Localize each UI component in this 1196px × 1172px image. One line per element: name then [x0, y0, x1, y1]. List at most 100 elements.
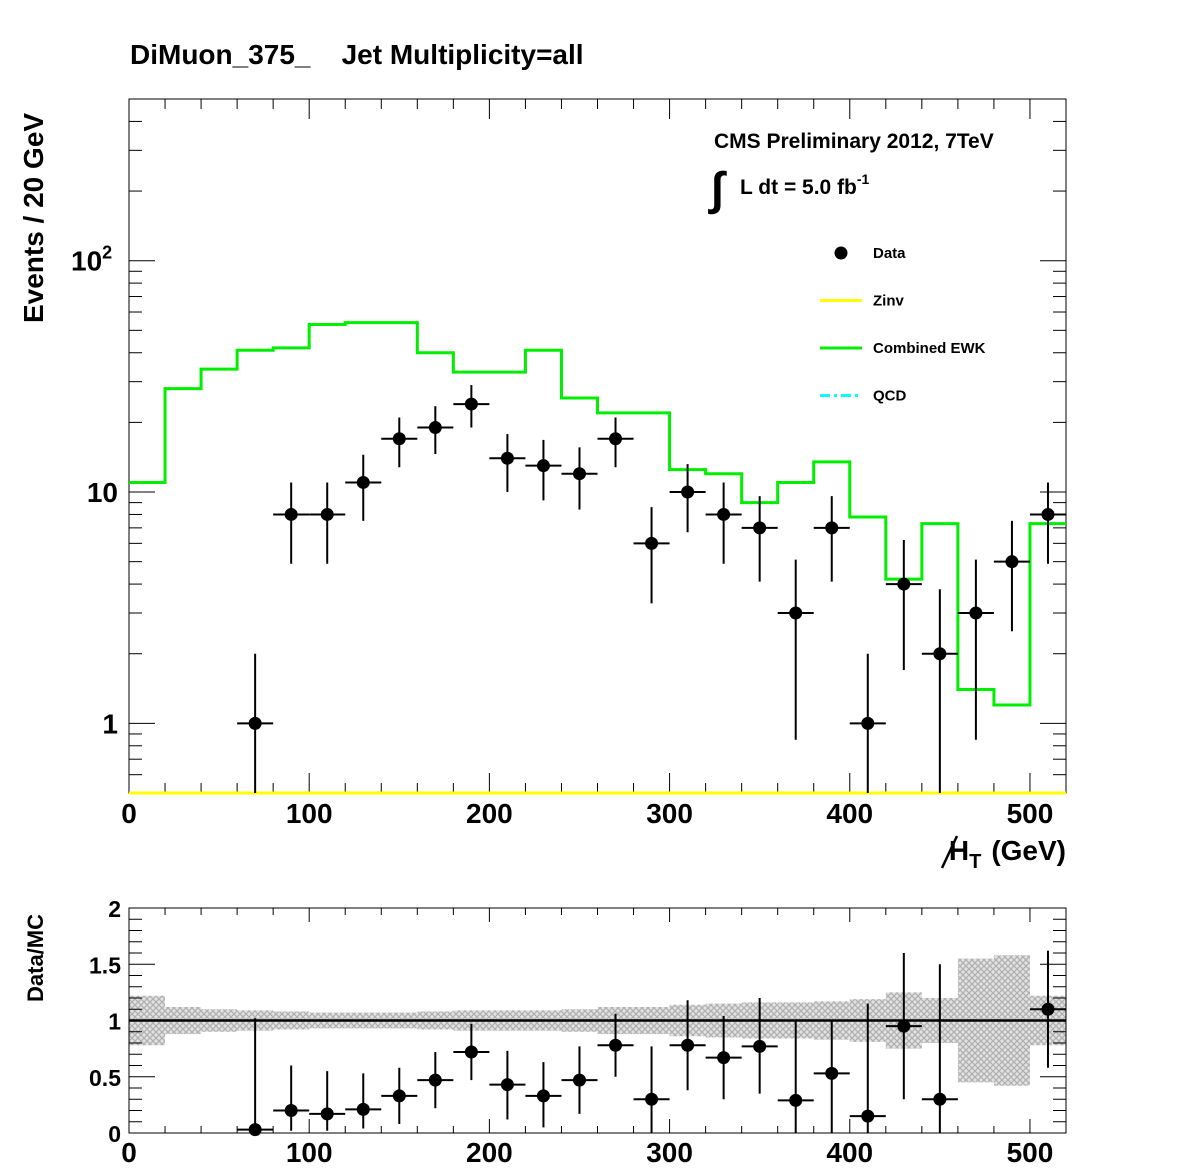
data-point — [381, 417, 418, 468]
data-point-marker — [789, 606, 803, 620]
ratio-point-marker — [609, 1038, 623, 1052]
data-point-marker — [933, 647, 947, 661]
ratio-point-marker — [1041, 1002, 1055, 1016]
data-point-marker — [284, 507, 298, 521]
ratio-points-layer — [237, 950, 1066, 1137]
legend-label: QCD — [873, 388, 907, 405]
ratio-y-tick-label: 0 — [108, 1121, 121, 1147]
ratio-axis-ticks — [128, 907, 1067, 1134]
data-point-marker — [861, 716, 875, 730]
ratio-y-tick-label: 2 — [108, 896, 121, 922]
x-axis-label-unit: (GeV) — [991, 835, 1066, 866]
ratio-point — [273, 1065, 310, 1131]
data-point-marker — [320, 507, 334, 521]
data-point-marker — [681, 485, 695, 499]
main-y-tick-label: 10 — [87, 477, 118, 508]
legend-entry: Zinv — [820, 293, 904, 310]
ratio-point — [417, 1052, 454, 1109]
data-point-marker — [572, 467, 586, 481]
data-point-marker — [1005, 555, 1019, 569]
data-point-marker — [464, 397, 478, 411]
data-point — [633, 507, 670, 604]
ratio-point — [561, 1046, 598, 1114]
data-point — [273, 482, 310, 564]
ratio-point — [669, 1000, 706, 1091]
legend-entry: QCD — [820, 388, 907, 405]
cms-label: CMS Preliminary 2012, 7TeV — [714, 130, 994, 153]
ratio-point-marker — [933, 1092, 947, 1106]
data-point — [885, 540, 922, 671]
legend-label: Data — [873, 245, 906, 262]
data-point-marker — [609, 432, 623, 446]
data-point — [813, 496, 850, 582]
data-point-marker — [248, 716, 262, 730]
ratio-point — [237, 1018, 274, 1137]
data-point — [849, 653, 886, 793]
ratio-point-marker — [248, 1123, 262, 1137]
data-point — [1029, 482, 1066, 564]
main-x-tick-labels: 0 100 200 300 400 500 — [121, 798, 1053, 829]
legend-label: Combined EWK — [873, 340, 986, 357]
data-point — [777, 559, 814, 740]
ratio-point — [525, 1062, 562, 1128]
ratio-point-marker — [392, 1089, 406, 1103]
lumi-label-text: L dt = 5.0 fb-1 — [740, 171, 870, 199]
ratio-x-tick-labels: 0 100 200 300 400 500 — [121, 1137, 1053, 1168]
data-point — [489, 434, 526, 493]
legend-entry: Data — [834, 245, 906, 262]
main-y-tick-label-exp: 2 — [102, 243, 112, 263]
main-y-tick-labels: 1 10 102 — [71, 243, 118, 740]
data-point — [957, 559, 994, 740]
data-point — [993, 520, 1030, 632]
ratio-point-marker — [536, 1089, 550, 1103]
ratio-point-marker — [500, 1078, 514, 1092]
ratio-point-marker — [897, 1019, 911, 1033]
ratio-point — [633, 1046, 670, 1133]
ratio-point — [345, 1073, 382, 1129]
ratio-point-marker — [753, 1039, 767, 1053]
data-points-layer — [237, 385, 1066, 793]
main-x-tick-label: 200 — [466, 798, 513, 829]
legend-marker — [834, 246, 848, 260]
data-point — [237, 653, 274, 793]
data-point — [345, 454, 382, 521]
data-point-marker — [392, 432, 406, 446]
main-x-tick-label: 300 — [646, 798, 693, 829]
svg-text:HT(GeV): HT (GeV) — [949, 835, 1066, 873]
ratio-point-marker — [464, 1045, 478, 1059]
ratio-point — [309, 1071, 346, 1131]
ratio-x-tick-label: 300 — [646, 1137, 693, 1168]
main-y-tick-label-base: 10 — [87, 477, 118, 508]
legend: Data Zinv Combined EWK QCD — [820, 245, 986, 405]
ratio-x-tick-label: 0 — [121, 1137, 137, 1168]
data-point — [417, 406, 454, 455]
ratio-point-marker — [861, 1109, 875, 1123]
main-y-tick-label: 102 — [71, 243, 112, 277]
ratio-x-tick-label: 400 — [826, 1137, 873, 1168]
ratio-y-tick-label: 1 — [108, 1009, 121, 1035]
data-point — [309, 482, 346, 564]
data-point-marker — [717, 507, 731, 521]
ratio-point — [921, 964, 958, 1133]
legend-label: Zinv — [873, 293, 904, 310]
chart-title: DiMuon_375_ Jet Multiplicity=all — [130, 39, 584, 70]
ratio-y-tick-labels: 0 0.5 1 1.5 2 — [89, 896, 121, 1147]
data-point-marker — [1041, 507, 1055, 521]
ratio-point — [885, 953, 922, 1100]
data-point — [597, 417, 634, 468]
y-axis-label: Events / 20 GeV — [18, 113, 49, 323]
main-y-tick-label: 1 — [102, 708, 118, 739]
ratio-plot-panel: 0 0.5 1 1.5 2 0 100 200 300 400 500 Data/MC — [23, 896, 1067, 1168]
legend-entry: Combined EWK — [820, 340, 986, 357]
main-series-layer — [129, 321, 1066, 795]
data-point-marker — [536, 459, 550, 473]
ratio-point-marker — [681, 1038, 695, 1052]
ratio-x-tick-label: 100 — [286, 1137, 333, 1168]
ratio-point-marker — [825, 1066, 839, 1080]
ratio-point — [813, 1020, 850, 1133]
main-x-tick-label: 100 — [286, 798, 333, 829]
ratio-point-marker — [645, 1092, 659, 1106]
lumi-integral-sign: ∫ — [707, 162, 727, 215]
ratio-point-marker — [789, 1093, 803, 1107]
